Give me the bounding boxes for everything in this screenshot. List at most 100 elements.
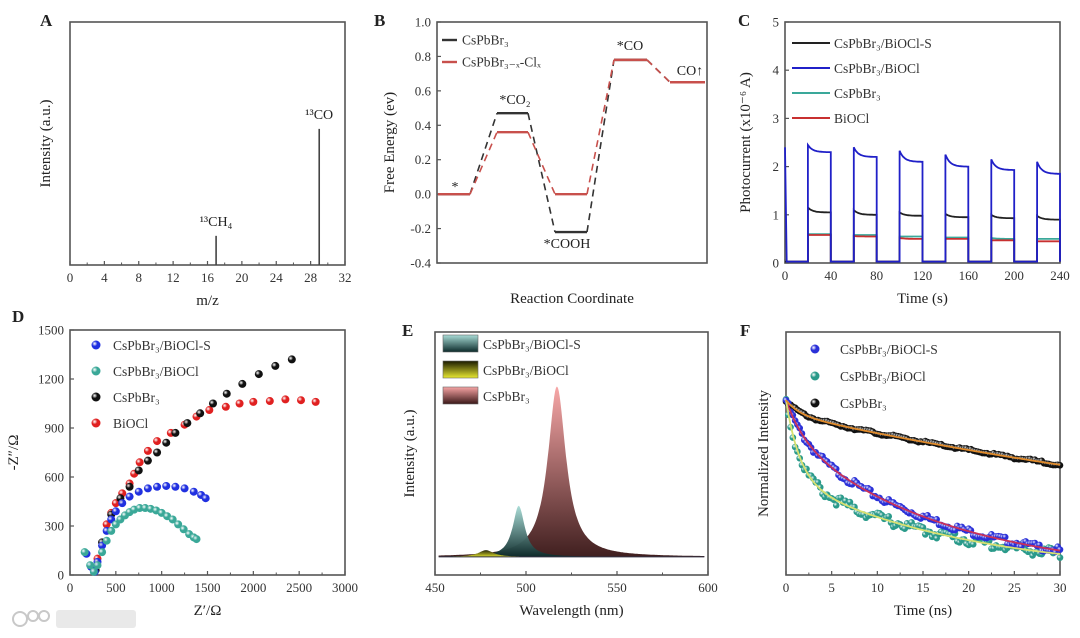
state-label: *CO₂ xyxy=(499,93,530,108)
nyquist-point xyxy=(222,389,231,398)
panel-a: A 0 4 8 12 16 20 24 28 32 m/z Intensity (a.u.) ¹³CH₄… xyxy=(38,11,352,309)
x-tick-label: 4 xyxy=(101,270,108,285)
y-tick-label: 0.6 xyxy=(415,83,432,98)
x-tick-label: 8 xyxy=(136,270,143,285)
x-tick-label: 600 xyxy=(698,580,718,595)
nyquist-point xyxy=(153,448,162,457)
nyquist-point xyxy=(80,548,89,557)
decay-point xyxy=(969,540,977,548)
legend-label: CsPbBr₃/BiOCl xyxy=(834,61,920,76)
legend-label: CsPbBr₃ xyxy=(840,396,887,411)
photocurrent-series xyxy=(784,142,1061,263)
y-tick-label: 4 xyxy=(773,63,780,78)
legend-swatch xyxy=(442,360,479,379)
panel-d: D 0 500 1000 1500 2000 2500 3000 0 300 600 900 1200 1… xyxy=(6,307,358,619)
legend-label: CsPbBr₃₋ₓ-Clₓ xyxy=(462,55,541,70)
panel-label: E xyxy=(402,321,413,340)
legend-label: CsPbBr₃/BiOCl xyxy=(840,369,926,384)
decay-fit-line xyxy=(785,400,1061,555)
nyquist-point xyxy=(297,396,305,405)
x-axis-label: Time (s) xyxy=(897,291,948,307)
state-label: *COOH xyxy=(544,237,591,252)
x-tick-label: 0 xyxy=(782,268,789,283)
nyquist-point xyxy=(254,370,263,379)
nyquist-point xyxy=(143,446,152,455)
y-tick-label: 900 xyxy=(45,421,65,436)
legend-marker xyxy=(91,392,101,402)
nyquist-point xyxy=(111,507,120,516)
y-tick-label: 0.8 xyxy=(415,49,431,64)
nyquist-point xyxy=(107,526,116,535)
nyquist-point xyxy=(174,520,183,529)
plot-frame xyxy=(436,21,708,264)
y-tick-label: 1500 xyxy=(38,323,64,338)
x-tick-label: 2500 xyxy=(286,580,312,595)
x-tick-label: 1000 xyxy=(149,580,175,595)
legend-label: BiOCl xyxy=(834,111,870,126)
pl-spectrum-area xyxy=(438,386,705,557)
legend-marker xyxy=(91,366,101,376)
nyquist-point xyxy=(135,458,144,467)
panel-e: E 450 500 550 600 Wavelength (nm) Intensity (a… xyxy=(402,321,718,619)
y-tick-label: -0.4 xyxy=(410,256,431,271)
state-label: * xyxy=(452,180,459,195)
nyquist-point xyxy=(118,499,127,508)
nyquist-point xyxy=(180,484,189,493)
energy-connector xyxy=(469,112,498,195)
nyquist-point xyxy=(134,466,143,475)
x-tick-label: 120 xyxy=(913,268,933,283)
y-axis-label: Photocurrent (x10⁻⁶ A) xyxy=(738,72,754,213)
nyquist-point xyxy=(89,567,98,576)
nyquist-point xyxy=(311,397,320,406)
nyquist-point xyxy=(153,437,162,446)
nyquist-point xyxy=(153,482,162,491)
nyquist-point xyxy=(201,494,210,503)
nyquist-point xyxy=(179,525,188,534)
nyquist-point xyxy=(209,399,217,408)
nyquist-point xyxy=(221,402,230,411)
watermark-logo xyxy=(12,610,136,628)
legend-label: CsPbBr₃/BiOCl-S xyxy=(840,342,938,357)
decay-point xyxy=(832,501,840,509)
x-tick-label: 28 xyxy=(304,270,317,285)
nyquist-point xyxy=(249,397,258,406)
nyquist-point xyxy=(125,482,134,491)
nyquist-point xyxy=(86,561,95,570)
y-tick-label: 0.4 xyxy=(415,118,432,133)
y-axis-label: Normalized Intensity xyxy=(756,389,772,517)
x-tick-label: 240 xyxy=(1050,268,1070,283)
x-tick-label: 0 xyxy=(67,580,74,595)
decay-point xyxy=(1001,533,1009,541)
peak-label: ¹³CH₄ xyxy=(200,215,233,230)
state-label: *CO xyxy=(617,39,643,54)
legend-label: CsPbBr₃ xyxy=(834,86,881,101)
nyquist-point xyxy=(162,438,171,447)
nyquist-point xyxy=(189,487,198,496)
legend-label: CsPbBr₃/BiOCl xyxy=(113,364,199,379)
y-tick-label: 300 xyxy=(45,519,65,534)
x-axis-label: Time (ns) xyxy=(894,603,952,619)
y-tick-label: 1 xyxy=(773,207,780,222)
plot-frame xyxy=(69,329,346,576)
nyquist-point xyxy=(192,535,201,544)
energy-connector xyxy=(527,113,556,233)
legend-label: CsPbBr₃ xyxy=(462,33,509,48)
panel-c: C 0 40 80 120 160 200 240 0 1 2 3 4 5 Time (s) Photocur… xyxy=(738,11,1070,307)
x-tick-label: 32 xyxy=(339,270,352,285)
x-tick-label: 0 xyxy=(67,270,74,285)
legend-label: CsPbBr₃/BiOCl-S xyxy=(113,338,211,353)
y-tick-label: 1200 xyxy=(38,372,64,387)
peak-label: ¹³CO xyxy=(305,108,333,123)
y-axis-label: Intensity (a.u.) xyxy=(402,410,418,498)
x-tick-label: 550 xyxy=(607,580,627,595)
nyquist-point xyxy=(196,409,205,418)
nyquist-point xyxy=(143,456,152,465)
panel-f: F 0 5 10 15 20 25 30 Time (ns) Normalized Intensi… xyxy=(740,321,1067,619)
x-tick-label: 12 xyxy=(167,270,180,285)
nyquist-point xyxy=(143,484,152,493)
decay-point xyxy=(885,513,893,520)
x-tick-label: 500 xyxy=(106,580,126,595)
decay-point xyxy=(1056,554,1064,561)
state-label: CO↑ xyxy=(677,64,703,79)
